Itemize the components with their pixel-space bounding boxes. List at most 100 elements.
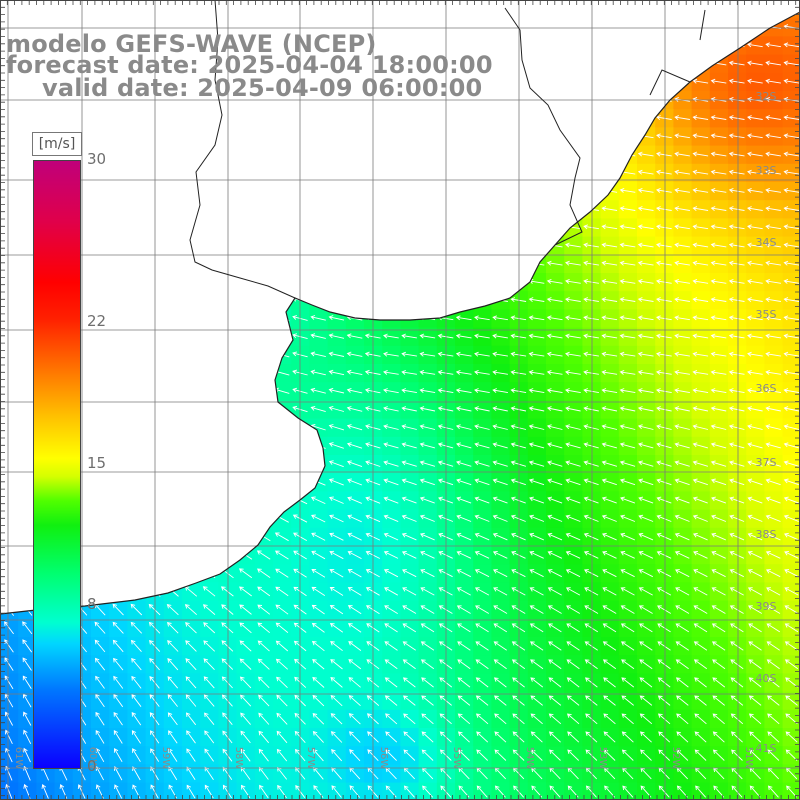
wind-cell — [382, 782, 401, 800]
wind-arrow — [656, 242, 672, 248]
latitude-label: 37S — [756, 456, 777, 469]
colorbar-tick-label: 0 — [87, 757, 97, 775]
longitude-label: 56W — [378, 747, 389, 770]
wind-arrow — [637, 224, 654, 230]
wind-cell — [418, 782, 438, 800]
wind-arrow — [601, 260, 618, 266]
wind-arrow — [692, 187, 709, 193]
wind-arrow — [528, 297, 545, 303]
wind-arrow — [674, 260, 690, 266]
latitude-label: 40S — [756, 672, 777, 685]
latitude-label: 38S — [756, 528, 777, 541]
wind-arrow — [674, 224, 690, 230]
wind-arrow — [747, 115, 763, 121]
wind-arrow — [637, 278, 654, 284]
wind-arrow — [710, 78, 727, 84]
wind-arrow — [783, 278, 800, 284]
wind-arrow — [692, 242, 709, 248]
colorbar-tick-label: 15 — [87, 453, 107, 472]
wind-arrow — [765, 297, 781, 303]
wind-arrow — [656, 151, 672, 157]
wind-cell — [236, 782, 256, 800]
wind-cell — [746, 782, 765, 800]
wind-arrow — [674, 297, 690, 303]
wind-arrow — [747, 206, 763, 212]
wind-arrow — [674, 133, 690, 139]
wind-arrow — [637, 206, 654, 212]
wind-arrow — [728, 278, 745, 284]
longitude-label: 57W — [305, 747, 316, 770]
colorbar-tick-label: 8 — [87, 595, 97, 614]
wind-arrow — [783, 297, 800, 303]
wind-arrow — [765, 260, 781, 266]
wind-arrow — [728, 151, 745, 157]
wind-arrow — [656, 260, 672, 266]
wind-arrow — [747, 169, 763, 175]
latitude-label: 36S — [756, 382, 777, 395]
wind-arrow — [728, 78, 745, 84]
wind-arrow — [656, 297, 672, 303]
wind-arrow — [637, 242, 654, 248]
wind-arrow — [728, 133, 745, 139]
wind-arrow — [692, 78, 709, 84]
wind-arrow — [601, 297, 618, 303]
wind-cell — [254, 782, 274, 800]
wind-arrow — [674, 206, 690, 212]
wind-arrow — [728, 242, 745, 248]
wind-arrow — [783, 224, 800, 230]
wind-cell — [782, 673, 800, 693]
wind-cell — [345, 782, 365, 800]
wind-cell — [782, 637, 800, 656]
wind-arrow — [656, 278, 672, 284]
wind-arrow — [656, 133, 672, 139]
longitude-label: 59W — [160, 747, 171, 770]
wind-arrow — [765, 78, 781, 84]
latitude-label: 35S — [756, 308, 777, 321]
longitude-label: 53W — [597, 747, 608, 770]
wind-arrow — [747, 260, 763, 266]
wind-arrow — [583, 260, 599, 266]
wind-arrow — [601, 224, 618, 230]
wind-arrow — [565, 297, 581, 303]
longitude-label: 51W — [743, 747, 754, 770]
wind-arrow — [656, 224, 672, 230]
wind-arrow — [692, 224, 709, 230]
wind-cell — [564, 782, 583, 800]
wind-arrow — [765, 224, 781, 230]
wind-cell — [127, 782, 147, 800]
wind-cell — [782, 746, 800, 765]
wind-arrow — [747, 224, 763, 230]
colorbar-tick-label: 30 — [87, 150, 107, 168]
wind-arrow — [783, 42, 800, 48]
wind-arrow — [710, 224, 727, 230]
wind-arrow — [765, 133, 781, 139]
wind-arrow — [601, 206, 618, 212]
wind-arrow — [710, 151, 727, 157]
latitude-label: 34S — [756, 236, 777, 249]
title-valid-date: valid date: 2025-04-09 06:00:00 — [42, 74, 483, 102]
wind-arrow — [728, 260, 745, 266]
latitude-label: 41S — [756, 742, 777, 755]
wind-arrow — [728, 224, 745, 230]
wind-arrow — [692, 133, 709, 139]
wind-arrow — [710, 297, 727, 303]
wind-arrow — [656, 187, 672, 193]
wind-arrow — [728, 169, 745, 175]
wind-arrow — [674, 169, 690, 175]
latitude-label: 33S — [756, 164, 777, 177]
wind-arrow — [765, 187, 781, 193]
wind-arrow — [765, 42, 781, 48]
legend-unit-label: [m/s] — [32, 132, 82, 156]
wind-cell — [327, 782, 347, 800]
wind-arrow — [710, 187, 727, 193]
wind-arrow — [565, 242, 581, 248]
wind-cell — [709, 782, 729, 800]
wind-arrow — [692, 278, 709, 284]
wind-arrow — [765, 151, 781, 157]
wind-arrow — [692, 297, 709, 303]
wind-arrow — [619, 224, 636, 230]
wind-arrow — [546, 297, 563, 303]
wind-arrow — [601, 278, 618, 284]
wind-arrow — [692, 115, 709, 121]
